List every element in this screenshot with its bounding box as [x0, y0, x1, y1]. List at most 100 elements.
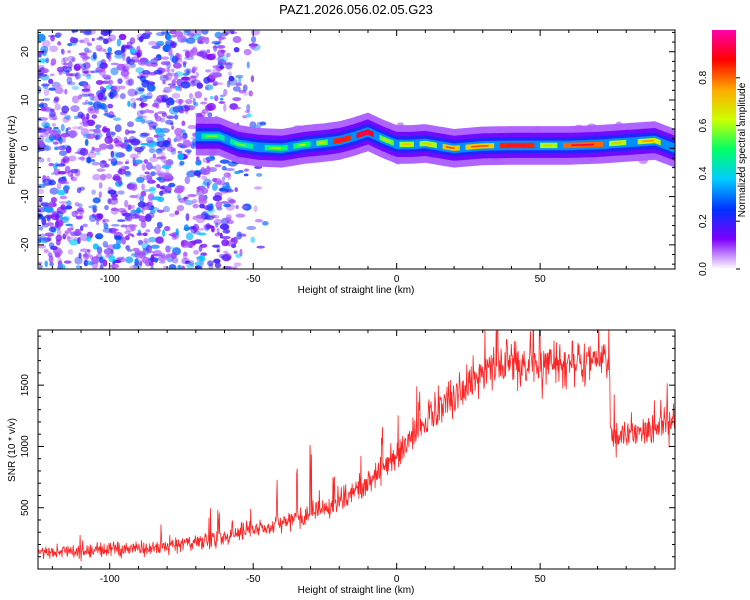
noise-blob	[217, 56, 221, 61]
noise-blob	[125, 79, 133, 86]
noise-blob	[197, 232, 207, 236]
noise-blob	[129, 194, 138, 199]
noise-blob	[256, 121, 262, 129]
noise-blob	[111, 224, 120, 227]
noise-blob	[107, 158, 117, 162]
noise-blob	[138, 35, 144, 43]
noise-blob	[66, 200, 72, 207]
noise-blob	[140, 109, 147, 115]
ridge-peak	[423, 142, 432, 146]
noise-blob	[145, 136, 154, 144]
noise-blob	[219, 65, 224, 70]
noise-blob	[150, 265, 155, 269]
noise-blob	[206, 53, 216, 61]
noise-blob	[59, 195, 68, 200]
noise-blob	[92, 51, 97, 60]
noise-blob	[81, 89, 92, 97]
noise-blob	[219, 97, 224, 101]
noise-blob	[203, 76, 211, 84]
noise-blob	[97, 92, 104, 101]
noise-blob	[74, 202, 80, 207]
noise-blob	[85, 156, 92, 164]
noise-blob	[159, 117, 166, 123]
noise-blob	[145, 229, 151, 233]
noise-blob	[201, 30, 209, 35]
noise-blob	[73, 115, 79, 120]
noise-blob	[171, 92, 181, 99]
noise-blob	[84, 30, 92, 35]
noise-blob	[124, 129, 130, 136]
noise-blob	[141, 163, 146, 171]
noise-blob	[102, 38, 109, 45]
noise-blob	[104, 204, 109, 211]
noise-blob	[43, 107, 52, 112]
noise-blob	[91, 256, 100, 265]
noise-blob	[79, 39, 85, 44]
noise-blob	[98, 68, 106, 77]
noise-blob	[102, 218, 110, 223]
noise-blob	[99, 256, 104, 264]
noise-blob	[77, 111, 84, 119]
noise-blob	[219, 232, 223, 239]
noise-blob	[49, 73, 55, 77]
noise-blob	[120, 210, 128, 216]
x-tick-label: 50	[535, 574, 547, 585]
noise-blob	[141, 207, 145, 215]
noise-blob	[122, 66, 129, 73]
noise-blob	[79, 225, 84, 232]
noise-blob	[183, 196, 190, 200]
noise-blob	[206, 160, 210, 164]
noise-blob	[259, 121, 267, 126]
noise-blob	[99, 62, 108, 69]
colorbar-tick-label: 0.6	[698, 118, 709, 132]
ridge-peak	[571, 143, 595, 147]
colorbar: 0.0 0.2 0.4 0.6 0.8 Normalized spectral ampl…	[698, 30, 748, 276]
noise-blob	[221, 31, 229, 37]
noise-blob	[213, 258, 221, 264]
noise-blob	[177, 193, 181, 201]
noise-blob	[136, 116, 144, 120]
noise-blob	[206, 165, 210, 169]
noise-blob	[143, 95, 153, 99]
noise-blob	[120, 69, 130, 78]
noise-blob	[216, 44, 226, 49]
y-tick-label: 0	[20, 145, 31, 151]
ridge-peak	[318, 141, 325, 144]
noise-blob	[43, 206, 54, 213]
noise-blob	[80, 63, 87, 71]
noise-blob	[155, 128, 165, 136]
noise-blob	[43, 250, 51, 254]
noise-blob	[38, 244, 47, 249]
noise-blob	[182, 49, 190, 53]
noise-blob	[174, 185, 185, 193]
noise-blob	[100, 173, 107, 181]
noise-blob	[111, 131, 116, 136]
noise-blob	[148, 109, 155, 114]
noise-blob	[102, 227, 113, 233]
noise-blob	[130, 214, 140, 219]
noise-blob	[151, 122, 156, 127]
noise-blob	[214, 164, 222, 168]
noise-blob	[226, 80, 231, 88]
noise-blob	[151, 45, 161, 49]
noise-blob	[235, 253, 242, 258]
noise-blob	[130, 183, 138, 191]
noise-blob	[191, 79, 201, 86]
noise-blob	[118, 85, 126, 90]
noise-blob	[141, 79, 150, 88]
noise-blob	[110, 188, 114, 192]
noise-blob	[179, 134, 188, 141]
noise-blob	[146, 91, 153, 100]
noise-blob	[105, 137, 109, 145]
noise-blob	[77, 156, 86, 160]
noise-blob	[223, 250, 229, 255]
noise-blob	[127, 100, 131, 107]
noise-blob	[91, 114, 98, 119]
noise-blob	[206, 102, 216, 111]
noise-blob	[175, 133, 182, 142]
noise-blob	[46, 216, 51, 222]
noise-blob	[124, 161, 129, 165]
noise-blob	[158, 254, 167, 262]
noise-blob	[48, 255, 54, 264]
noise-blob	[153, 226, 161, 235]
